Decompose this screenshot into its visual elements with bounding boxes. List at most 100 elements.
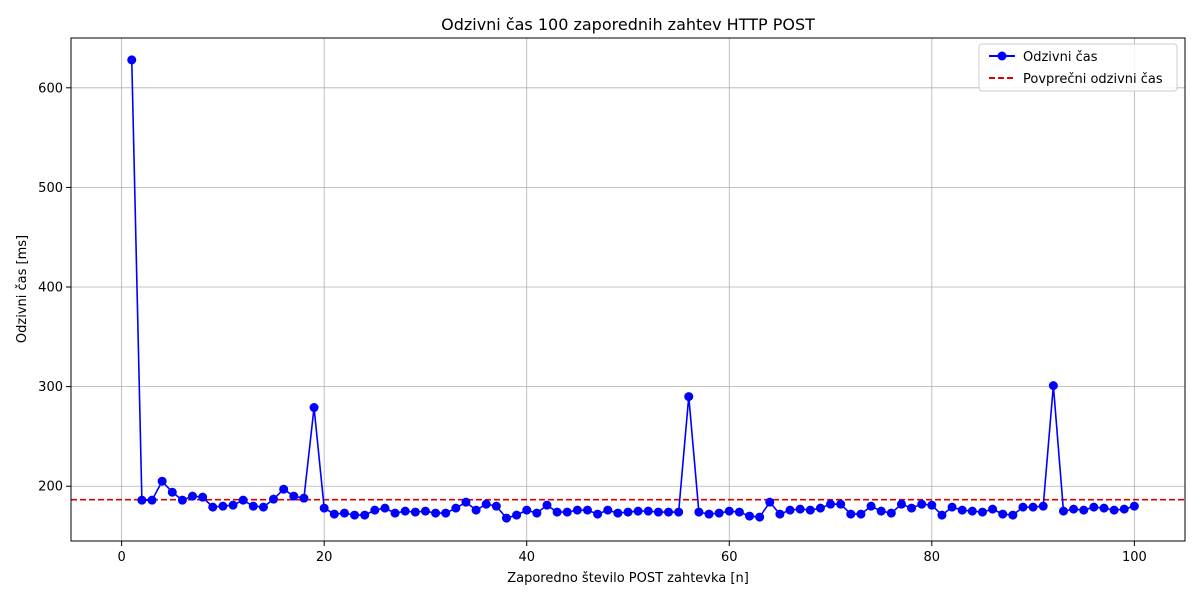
data-point <box>481 499 491 509</box>
data-point <box>765 497 775 507</box>
legend-box <box>978 43 1178 92</box>
data-point <box>603 505 613 515</box>
data-point <box>167 487 177 497</box>
data-point <box>289 491 299 501</box>
data-point <box>157 476 167 486</box>
data-point <box>339 508 349 518</box>
data-point <box>643 506 653 516</box>
data-point <box>836 499 846 509</box>
data-point <box>299 493 309 503</box>
data-point <box>147 495 157 505</box>
data-point <box>876 506 886 516</box>
data-point <box>572 505 582 515</box>
data-point <box>380 503 390 513</box>
data-point <box>937 510 947 520</box>
x-tick-label: 0 <box>117 550 125 565</box>
x-axis: 0 20 40 60 80 100 <box>117 541 1147 565</box>
x-tick-label: 80 <box>924 550 941 565</box>
data-point <box>461 497 471 507</box>
data-point <box>420 506 430 516</box>
data-point <box>1119 504 1129 514</box>
legend: Odzivni čas Povprečni odzivni čas <box>978 43 1178 92</box>
data-point <box>724 506 734 516</box>
data-point <box>562 507 572 517</box>
data-point <box>329 509 339 519</box>
data-point <box>1058 506 1068 516</box>
data-point <box>664 507 674 517</box>
data-point <box>775 509 785 519</box>
y-tick-label: 400 <box>38 281 63 296</box>
data-point <box>390 508 400 518</box>
data-point <box>734 507 744 517</box>
data-point <box>886 508 896 518</box>
data-point <box>1079 505 1089 515</box>
data-point <box>1089 502 1099 512</box>
data-point <box>188 491 198 501</box>
legend-label-povprecni: Povprečni odzivni čas <box>1023 72 1163 87</box>
data-point <box>826 499 836 509</box>
data-point <box>451 503 461 513</box>
data-point <box>623 507 633 517</box>
data-point <box>846 509 856 519</box>
x-tick-label: 60 <box>721 550 738 565</box>
data-point <box>927 500 937 510</box>
data-point <box>127 55 137 65</box>
data-point <box>400 506 410 516</box>
x-tick-label: 20 <box>316 550 333 565</box>
data-point <box>1028 502 1038 512</box>
data-point <box>542 500 552 510</box>
data-point <box>491 501 501 511</box>
data-point <box>704 509 714 519</box>
data-point <box>856 509 866 519</box>
data-point <box>552 507 562 517</box>
data-point <box>907 503 917 513</box>
x-tick-label: 100 <box>1122 550 1147 565</box>
y-axis-title: Odzivni čas [ms] <box>15 235 30 343</box>
data-point <box>360 510 370 520</box>
y-tick-label: 500 <box>38 181 63 196</box>
data-point <box>694 507 704 517</box>
data-point <box>471 505 481 515</box>
data-point <box>967 506 977 516</box>
y-axis: 200 300 400 500 600 <box>38 81 71 495</box>
y-tick-label: 200 <box>38 480 63 495</box>
data-point <box>431 508 441 518</box>
data-point <box>228 500 238 510</box>
data-point <box>1109 505 1119 515</box>
data-point <box>218 501 228 511</box>
chart-title: Odzivni čas 100 zaporednih zahtev HTTP P… <box>441 15 815 34</box>
data-point <box>248 501 258 511</box>
data-point <box>258 502 268 512</box>
data-point <box>815 503 825 513</box>
data-point <box>674 507 684 517</box>
grid <box>71 38 1185 541</box>
series-line <box>130 59 1135 519</box>
data-point <box>532 508 542 518</box>
data-point <box>1099 503 1109 513</box>
data-point <box>977 507 987 517</box>
data-point <box>1038 501 1048 511</box>
data-point <box>309 403 319 413</box>
y-tick-label: 600 <box>38 81 63 96</box>
data-point <box>198 492 208 502</box>
data-point <box>522 505 532 515</box>
data-point <box>957 505 967 515</box>
legend-label-odzivni-cas: Odzivni čas <box>1023 50 1098 65</box>
data-point <box>137 495 147 505</box>
data-point <box>653 507 663 517</box>
data-point <box>208 502 218 512</box>
data-point <box>501 513 511 523</box>
data-point <box>1048 381 1058 391</box>
data-point <box>1008 510 1018 520</box>
data-point <box>613 508 623 518</box>
data-point <box>745 511 755 521</box>
data-point <box>988 504 998 514</box>
data-point <box>866 501 876 511</box>
data-point <box>785 505 795 515</box>
data-point <box>238 495 248 505</box>
data-point <box>998 509 1008 519</box>
data-point <box>917 499 927 509</box>
data-point <box>319 503 329 513</box>
series-layer <box>127 55 1139 523</box>
